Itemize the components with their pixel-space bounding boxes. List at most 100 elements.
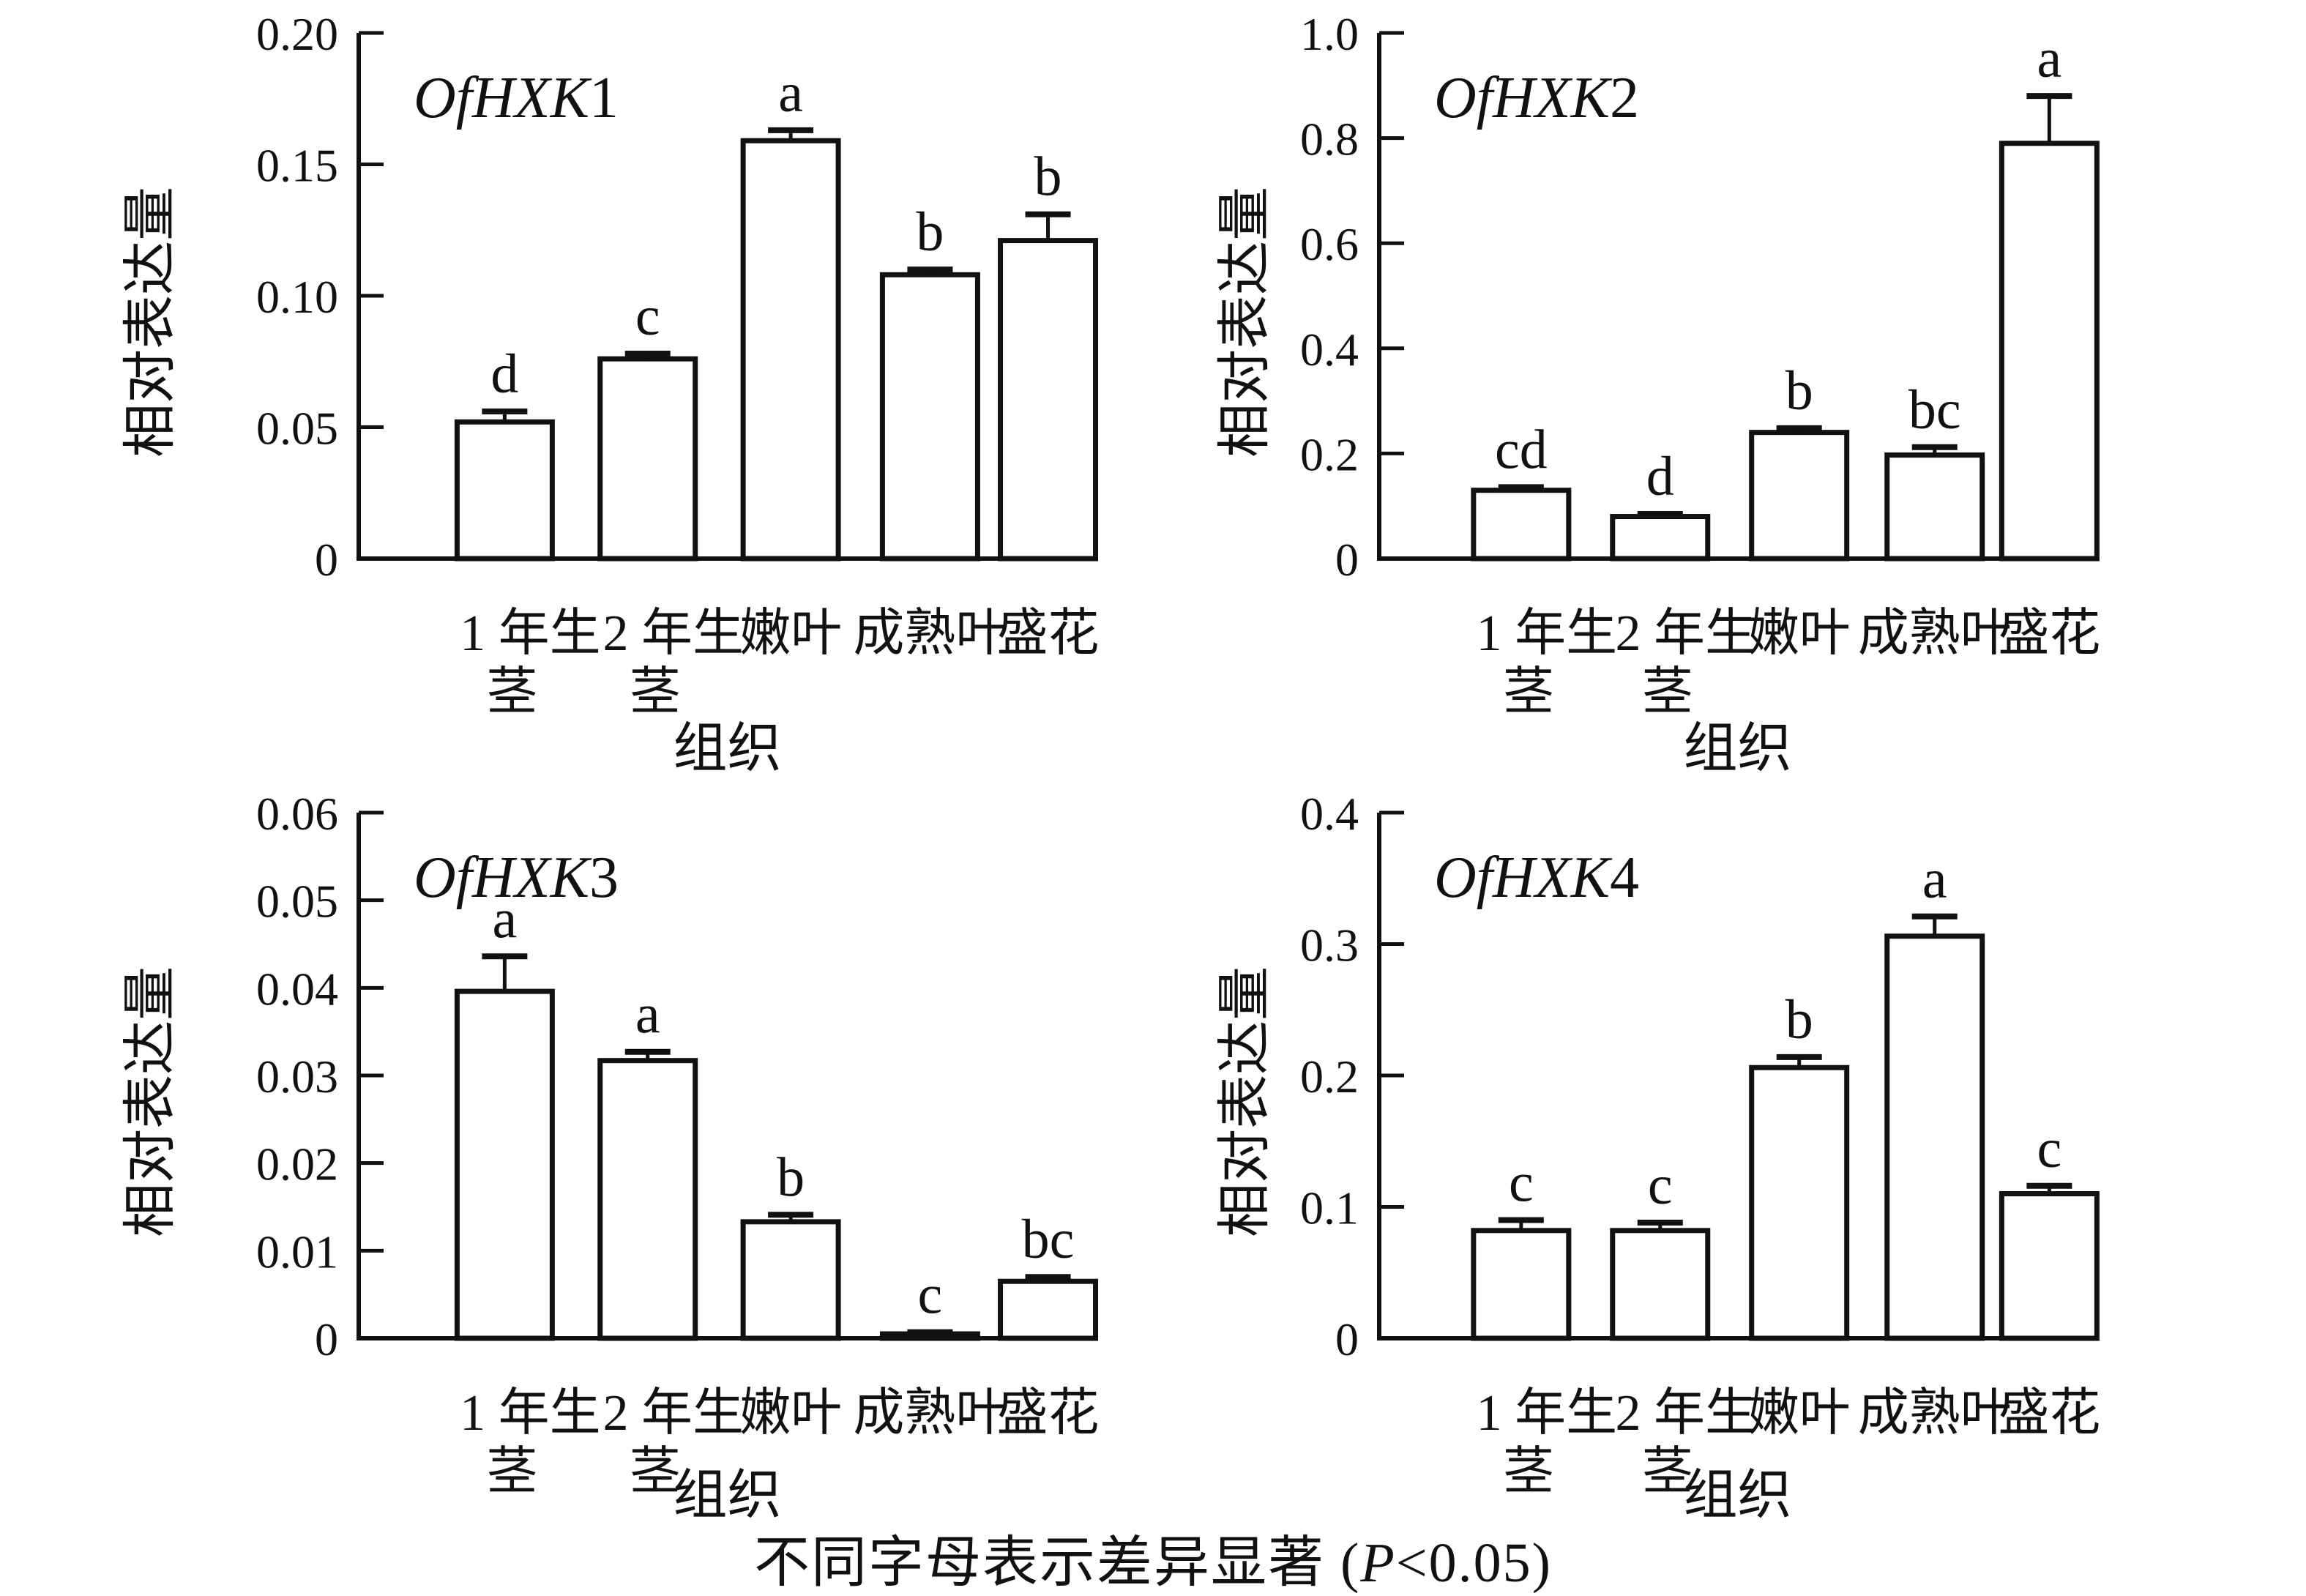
y-tick-label-ofhxk2: 0.8 <box>1300 113 1359 165</box>
x-cat-label-ofhxk1-1: 1 年生 <box>460 605 601 662</box>
y-tick-label-ofhxk1: 0.15 <box>256 140 338 192</box>
y-tick-label-ofhxk3: 0 <box>315 1313 338 1365</box>
sig-letter-ofhxk3-3: b <box>777 1146 805 1208</box>
sig-letter-ofhxk2-5: a <box>2037 28 2061 89</box>
bar-ofhxk1-2 <box>597 356 698 562</box>
sig-letter-ofhxk1-5: b <box>1034 146 1062 208</box>
caption-text: 不同字母表示差异显著 ( <box>754 1532 1361 1594</box>
y-tick-label-ofhxk4: 0.4 <box>1300 788 1359 840</box>
panel-title-ofhxk1: OfHXK1 <box>414 66 619 130</box>
sig-letter-ofhxk2-4: bc <box>1908 379 1961 441</box>
bar-ofhxk2-3 <box>1749 430 1850 562</box>
sig-letter-ofhxk1-2: c <box>635 286 660 347</box>
x-cat-label-ofhxk2-5: 盛花 <box>1998 605 2100 662</box>
bar-ofhxk3-2 <box>597 1058 698 1341</box>
sig-letter-ofhxk3-1: a <box>493 888 518 950</box>
panel-title-ofhxk3: OfHXK3 <box>414 846 619 910</box>
x-cat-label-ofhxk4-2: 2 年生 <box>1616 1385 1757 1442</box>
bar-ofhxk4-1 <box>1471 1228 1572 1341</box>
x-axis-title-ofhxk1: 组织 <box>673 719 782 779</box>
y-axis-title-ofhxk2: 相对表达量 <box>1215 187 1275 458</box>
x-cat-label-ofhxk3-1: 1 年生 <box>460 1385 601 1442</box>
x-cat-label-ofhxk3-4: 成熟叶 <box>853 1385 1007 1442</box>
x-cat-label2-ofhxk2-2: 茎 <box>1642 664 1693 720</box>
bar-ofhxk4-5 <box>1999 1191 2100 1341</box>
sig-letter-ofhxk3-4: c <box>918 1264 943 1326</box>
x-cat-label2-ofhxk4-1: 茎 <box>1503 1444 1554 1500</box>
sig-letter-ofhxk2-1: cd <box>1495 419 1548 480</box>
bar-ofhxk3-5 <box>998 1278 1099 1341</box>
sig-letter-ofhxk3-5: bc <box>1022 1209 1075 1270</box>
axes-ofhxk1 <box>357 33 1096 561</box>
y-axis-title-ofhxk4: 相对表达量 <box>1215 966 1275 1237</box>
sig-letter-ofhxk2-2: d <box>1646 446 1674 507</box>
bar-ofhxk3-1 <box>454 988 555 1341</box>
y-tick-label-ofhxk4: 0.2 <box>1300 1051 1359 1103</box>
x-cat-label-ofhxk4-1: 1 年生 <box>1477 1385 1618 1442</box>
x-cat-label2-ofhxk2-1: 茎 <box>1503 664 1554 720</box>
sig-letter-ofhxk1-1: d <box>490 343 518 405</box>
y-tick-label-ofhxk4: 0.1 <box>1300 1182 1359 1234</box>
x-cat-label-ofhxk1-2: 2 年生 <box>602 605 744 662</box>
bar-ofhxk2-1 <box>1471 488 1572 562</box>
chart-panel-ofhxk1: 0 0.05 0.10 0.15 0.20 相对表达量 OfHXK1 d 1 年生茎 c 2 年生茎… <box>121 8 1100 779</box>
y-tick-label-ofhxk1: 0 <box>315 534 338 586</box>
caption-p-symbol: P <box>1360 1532 1396 1594</box>
axes-ofhxk4 <box>1377 813 2096 1340</box>
x-axis-title-ofhxk3: 组织 <box>673 1466 782 1526</box>
y-tick-label-ofhxk2: 0.2 <box>1300 428 1359 480</box>
bar-ofhxk2-5 <box>1999 141 2100 562</box>
sig-letter-ofhxk1-4: b <box>916 201 944 263</box>
y-tick-label-ofhxk3: 0.06 <box>256 788 338 840</box>
x-cat-label2-ofhxk1-2: 茎 <box>630 664 681 720</box>
y-axis-title-ofhxk3: 相对表达量 <box>121 966 181 1237</box>
x-cat-label-ofhxk3-3: 嫩叶 <box>739 1385 842 1442</box>
x-cat-label-ofhxk3-5: 盛花 <box>997 1385 1100 1442</box>
x-cat-label-ofhxk4-5: 盛花 <box>1998 1385 2100 1442</box>
axes-ofhxk2 <box>1377 33 2096 561</box>
x-cat-label2-ofhxk1-1: 茎 <box>486 664 537 720</box>
panel-title-ofhxk4: OfHXK4 <box>1434 846 1639 910</box>
x-cat-label-ofhxk4-3: 嫩叶 <box>1748 1385 1851 1442</box>
y-tick-label-ofhxk3: 0.02 <box>256 1138 338 1190</box>
y-axis-title-ofhxk1: 相对表达量 <box>121 187 181 458</box>
x-axis-title-ofhxk2: 组织 <box>1684 719 1792 779</box>
x-cat-label-ofhxk2-2: 2 年生 <box>1616 605 1757 662</box>
x-cat-label-ofhxk2-1: 1 年生 <box>1477 605 1618 662</box>
x-cat-label-ofhxk2-4: 成熟叶 <box>1858 605 2012 662</box>
x-cat-label-ofhxk1-3: 嫩叶 <box>739 605 842 662</box>
chart-panel-ofhxk4: 0 0.1 0.2 0.3 0.4 相对表达量 OfHXK4 c 1 年生茎 c 2 年生茎 b 嫩叶 a… <box>1215 788 2100 1526</box>
y-tick-label-ofhxk2: 0.4 <box>1300 324 1359 376</box>
bar-ofhxk4-3 <box>1749 1064 1850 1341</box>
x-cat-label2-ofhxk3-2: 茎 <box>630 1444 681 1500</box>
sig-letter-ofhxk2-3: b <box>1786 360 1813 422</box>
sig-letter-ofhxk4-4: a <box>1922 849 1947 910</box>
y-tick-label-ofhxk3: 0.03 <box>256 1051 338 1103</box>
sig-letter-ofhxk4-5: c <box>2037 1118 2061 1179</box>
y-tick-label-ofhxk2: 1.0 <box>1300 8 1359 60</box>
sig-letter-ofhxk3-2: a <box>635 984 660 1045</box>
bar-ofhxk1-5 <box>998 238 1099 562</box>
y-tick-label-ofhxk4: 0 <box>1335 1313 1359 1365</box>
sig-letter-ofhxk4-3: b <box>1786 989 1813 1051</box>
x-cat-label2-ofhxk4-2: 茎 <box>1642 1444 1693 1500</box>
panel-title-ofhxk2: OfHXK2 <box>1434 66 1639 130</box>
bar-ofhxk1-3 <box>740 138 841 562</box>
y-tick-label-ofhxk2: 0 <box>1335 534 1359 586</box>
sig-letter-ofhxk4-1: c <box>1509 1152 1534 1213</box>
y-tick-label-ofhxk1: 0.20 <box>256 8 338 60</box>
sig-letter-ofhxk1-3: a <box>778 62 803 124</box>
y-tick-label-ofhxk1: 0.10 <box>256 271 338 323</box>
bar-ofhxk2-4 <box>1884 452 1985 562</box>
chart-panel-ofhxk2: 0 0.2 0.4 0.6 0.8 1.0 相对表达量 OfHXK2 cd 1 年生茎 d 2 年生茎… <box>1215 8 2100 779</box>
y-tick-label-ofhxk4: 0.3 <box>1300 920 1359 972</box>
y-tick-label-ofhxk1: 0.05 <box>256 403 338 455</box>
x-cat-label-ofhxk3-2: 2 年生 <box>602 1385 744 1442</box>
y-tick-label-ofhxk3: 0.05 <box>256 876 338 928</box>
x-cat-label-ofhxk1-5: 盛花 <box>997 605 1100 662</box>
x-cat-label-ofhxk4-4: 成熟叶 <box>1858 1385 2012 1442</box>
bar-ofhxk4-2 <box>1610 1228 1711 1341</box>
sig-letter-ofhxk4-2: c <box>1648 1155 1673 1216</box>
figure-caption: 不同字母表示差异显著 (P<0.05) <box>0 1517 2306 1596</box>
